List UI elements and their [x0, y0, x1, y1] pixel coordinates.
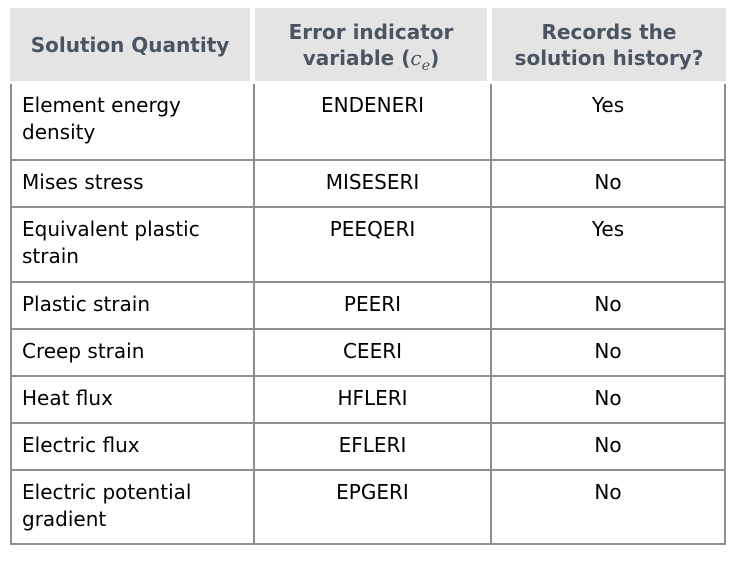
column-header-error-indicator-variable: Error indicator variable (ce) — [255, 8, 492, 84]
table-row: Electric potential gradient EPGERI No — [10, 469, 726, 545]
cell-quantity: Electric flux — [10, 422, 255, 469]
cell-history: Yes — [492, 206, 726, 281]
cell-quantity: Element energy density — [10, 84, 255, 159]
cell-quantity: Creep strain — [10, 328, 255, 375]
math-subscript-e: e — [421, 57, 431, 74]
cell-history: No — [492, 422, 726, 469]
column-header-label: Solution Quantity — [30, 32, 230, 57]
cell-quantity: Plastic strain — [10, 281, 255, 328]
table-body: Element energy density ENDENERI Yes Mise… — [10, 84, 726, 545]
cell-history: No — [492, 159, 726, 206]
cell-history: No — [492, 469, 726, 545]
cell-variable: MISESERI — [255, 159, 492, 206]
column-header-label: Error indicator variable ( — [288, 19, 454, 70]
cell-quantity: Mises stress — [10, 159, 255, 206]
cell-variable: CEERI — [255, 328, 492, 375]
column-header-label: Records the solution history? — [514, 19, 704, 70]
table-row: Plastic strain PEERI No — [10, 281, 726, 328]
table-row: Element energy density ENDENERI Yes — [10, 84, 726, 159]
table-row: Creep strain CEERI No — [10, 328, 726, 375]
cell-history: Yes — [492, 84, 726, 159]
table-row: Mises stress MISESERI No — [10, 159, 726, 206]
cell-variable: PEEQERI — [255, 206, 492, 281]
column-header-solution-quantity: Solution Quantity — [10, 8, 255, 84]
column-header-label: ) — [430, 45, 440, 70]
table-row: Heat flux HFLERI No — [10, 375, 726, 422]
cell-variable: PEERI — [255, 281, 492, 328]
cell-history: No — [492, 328, 726, 375]
header-row: Solution Quantity Error indicator variab… — [10, 8, 726, 84]
cell-variable: EPGERI — [255, 469, 492, 545]
table-header: Solution Quantity Error indicator variab… — [10, 8, 726, 84]
table-row: Electric flux EFLERI No — [10, 422, 726, 469]
error-indicator-table: Solution Quantity Error indicator variab… — [10, 8, 726, 545]
cell-quantity: Equivalent plastic strain — [10, 206, 255, 281]
cell-history: No — [492, 281, 726, 328]
column-header-records-history: Records the solution history? — [492, 8, 726, 84]
math-symbol-c: c — [410, 45, 422, 70]
cell-variable: EFLERI — [255, 422, 492, 469]
cell-history: No — [492, 375, 726, 422]
cell-variable: HFLERI — [255, 375, 492, 422]
table-row: Equivalent plastic strain PEEQERI Yes — [10, 206, 726, 281]
cell-quantity: Heat flux — [10, 375, 255, 422]
cell-variable: ENDENERI — [255, 84, 492, 159]
cell-quantity: Electric potential gradient — [10, 469, 255, 545]
